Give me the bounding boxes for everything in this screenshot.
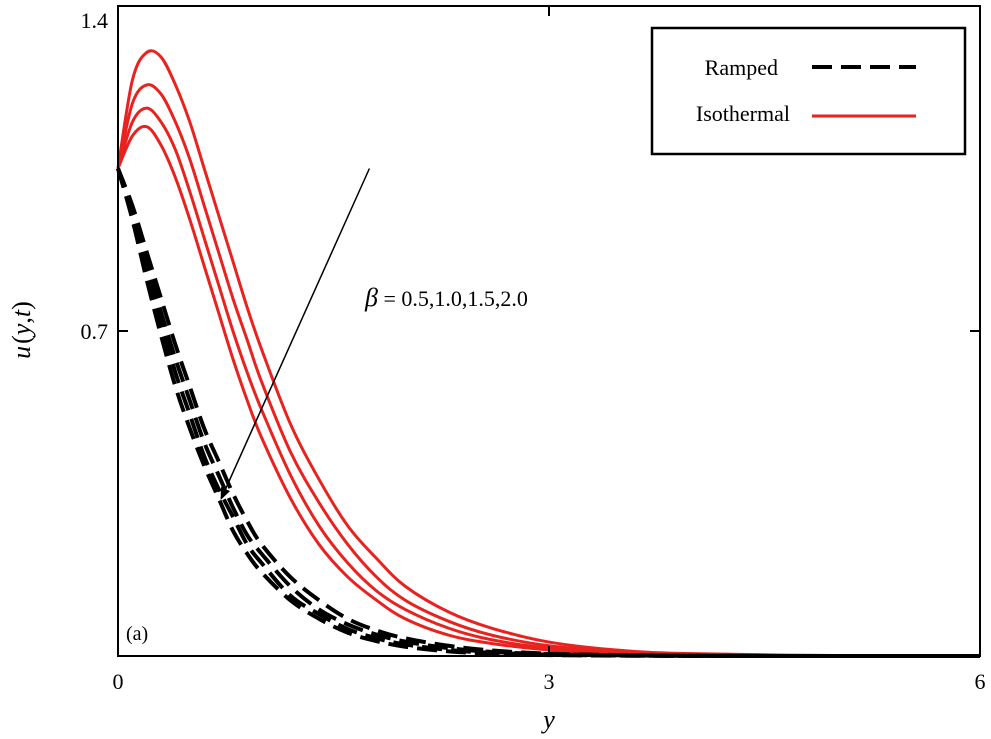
x-tick-label: 3 (544, 669, 555, 694)
legend-label-isothermal: Isothermal (696, 101, 790, 126)
tick-layer: 0 3 6 0.7 1.4 (81, 5, 986, 694)
y-tick-label: 0.7 (81, 319, 109, 344)
legend-box (650, 26, 967, 156)
x-tick-label: 0 (113, 669, 124, 694)
series-line-isothermal-3 (116, 106, 981, 658)
series-line-isothermal-4 (116, 124, 981, 658)
legend: Ramped Isothermal (650, 26, 967, 156)
legend-label-ramped: Ramped (705, 55, 778, 80)
series-line-ramped-8 (116, 167, 981, 659)
y-tick-label: 1.4 (81, 8, 109, 33)
annotation-label: β = 0.5,1.0,1.5,2.0 (364, 283, 528, 312)
annotation-arrow (220, 168, 371, 500)
x-tick-label: 6 (975, 669, 986, 694)
series-line-ramped-7 (116, 167, 981, 659)
y-axis-title: u(y,t) (7, 301, 36, 359)
x-axis-title: y (540, 705, 555, 734)
panel-label: (a) (126, 623, 148, 645)
series-line-ramped-5 (116, 167, 981, 659)
series-line-ramped-6 (116, 167, 981, 659)
